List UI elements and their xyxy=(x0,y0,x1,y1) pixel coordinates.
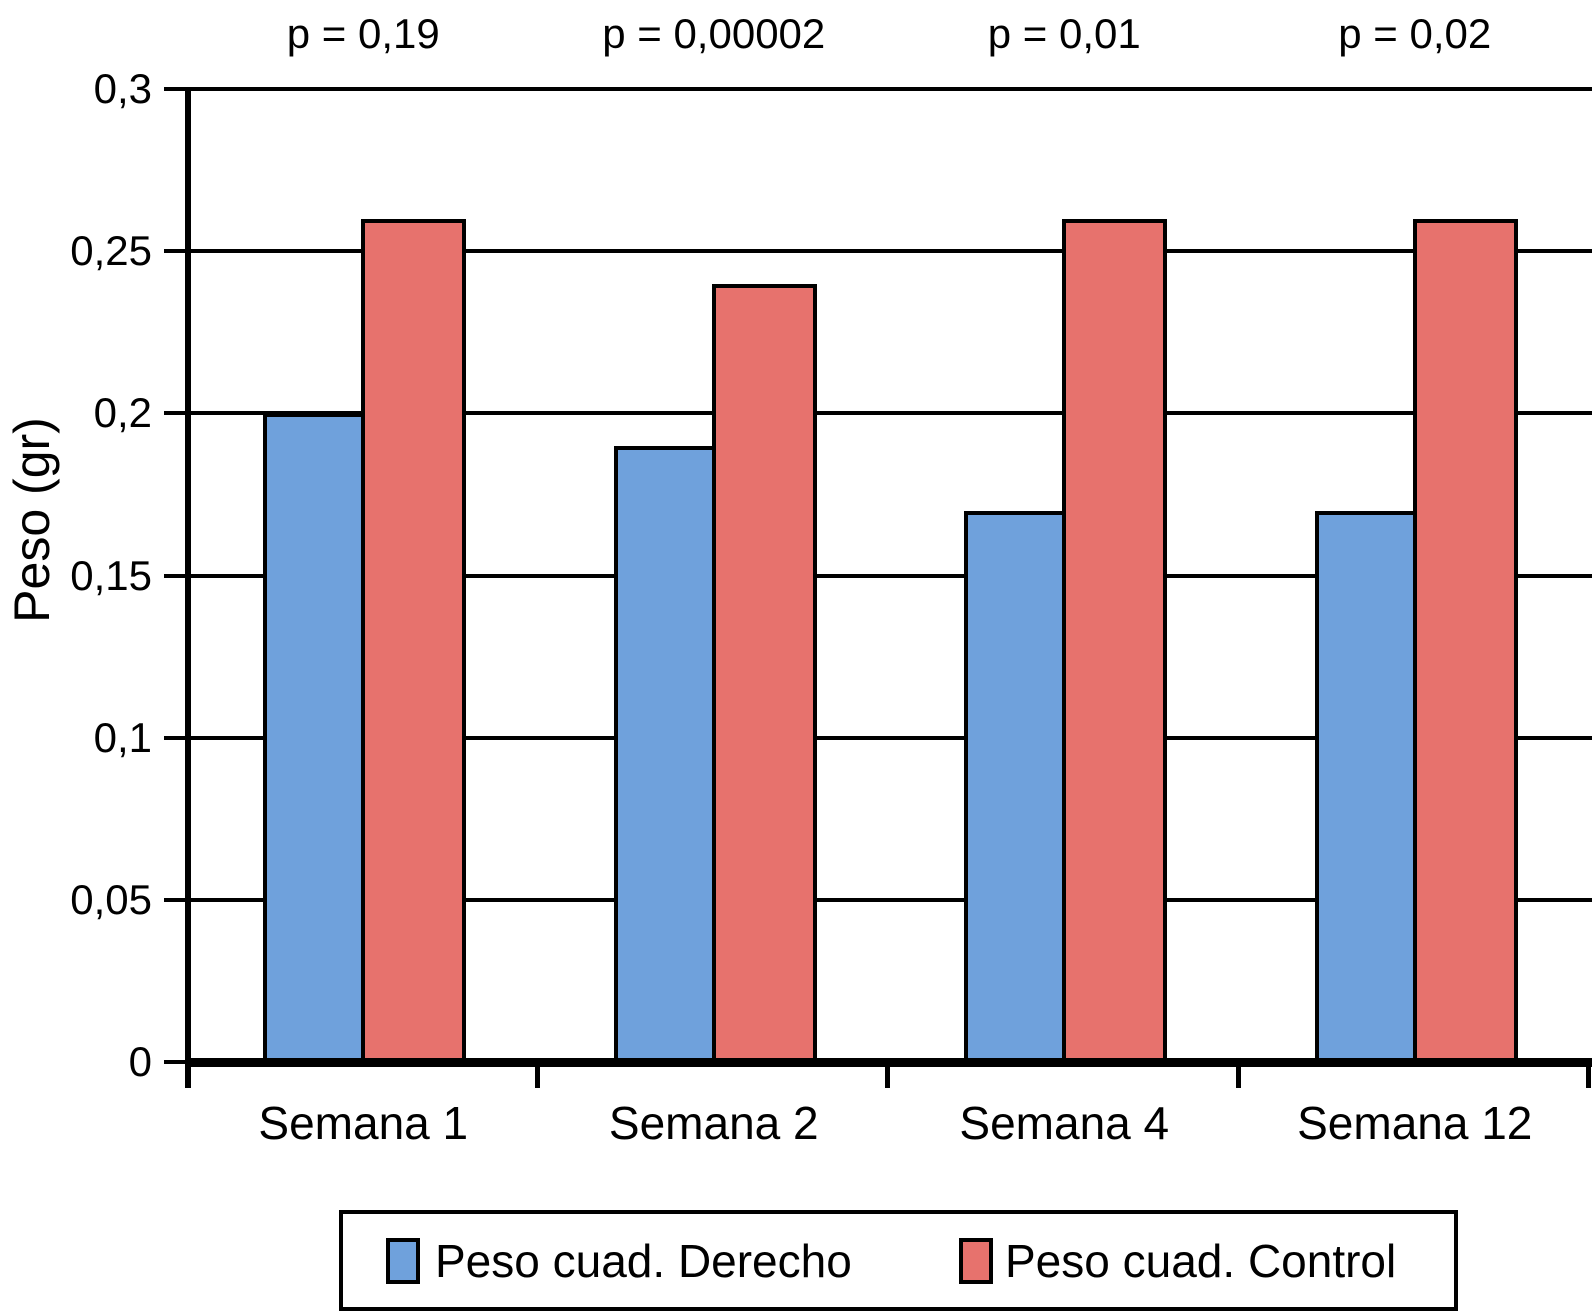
y-tick xyxy=(164,573,188,578)
y-tick-label: 0,25 xyxy=(70,227,152,275)
bar-derecho xyxy=(263,413,366,1062)
legend-label-derecho: Peso cuad. Derecho xyxy=(435,1234,852,1287)
legend: Peso cuad. Derecho Peso cuad. Control xyxy=(339,1210,1458,1311)
bar-derecho xyxy=(1314,510,1417,1062)
y-tick-label: 0,2 xyxy=(93,389,152,437)
x-tick xyxy=(885,1062,890,1088)
bar-control xyxy=(1412,218,1518,1062)
p-value-label: p = 0,02 xyxy=(1338,10,1492,57)
gridline xyxy=(188,411,1592,416)
legend-swatch-derecho xyxy=(386,1237,420,1284)
category-label: Semana 4 xyxy=(959,1097,1170,1149)
y-tick-label: 0,15 xyxy=(70,551,152,599)
p-value-label: p = 0,19 xyxy=(286,10,440,57)
bar-control xyxy=(711,283,817,1062)
gridline xyxy=(188,573,1592,578)
y-tick xyxy=(164,411,188,416)
y-tick-label: 0,1 xyxy=(93,713,152,761)
bar-control xyxy=(361,218,467,1062)
category-label: Semana 12 xyxy=(1297,1097,1533,1149)
gridline xyxy=(188,735,1592,740)
gridline xyxy=(188,249,1592,254)
category-label: Semana 1 xyxy=(258,1097,469,1149)
bar-derecho xyxy=(613,445,716,1062)
y-tick xyxy=(164,249,188,254)
p-value-label: p = 0,00002 xyxy=(602,10,826,57)
gridline xyxy=(188,87,1592,91)
category-label: Semana 2 xyxy=(608,1097,819,1149)
y-tick xyxy=(164,1060,188,1064)
p-value-label: p = 0,01 xyxy=(987,10,1141,57)
x-tick xyxy=(1586,1062,1591,1088)
y-tick xyxy=(164,87,188,91)
y-axis-line xyxy=(185,89,191,1088)
x-tick xyxy=(1235,1062,1241,1088)
legend-swatch-control xyxy=(959,1237,993,1284)
y-tick-label: 0,3 xyxy=(93,65,152,112)
gridline xyxy=(188,897,1592,902)
y-tick xyxy=(164,897,188,902)
x-tick xyxy=(534,1062,540,1088)
y-tick-label: 0 xyxy=(128,1038,152,1085)
bar-derecho xyxy=(964,510,1067,1062)
y-tick xyxy=(164,735,188,740)
y-tick-label: 0,05 xyxy=(70,875,152,923)
legend-label-control: Peso cuad. Control xyxy=(1005,1234,1397,1287)
bar-control xyxy=(1062,218,1168,1062)
